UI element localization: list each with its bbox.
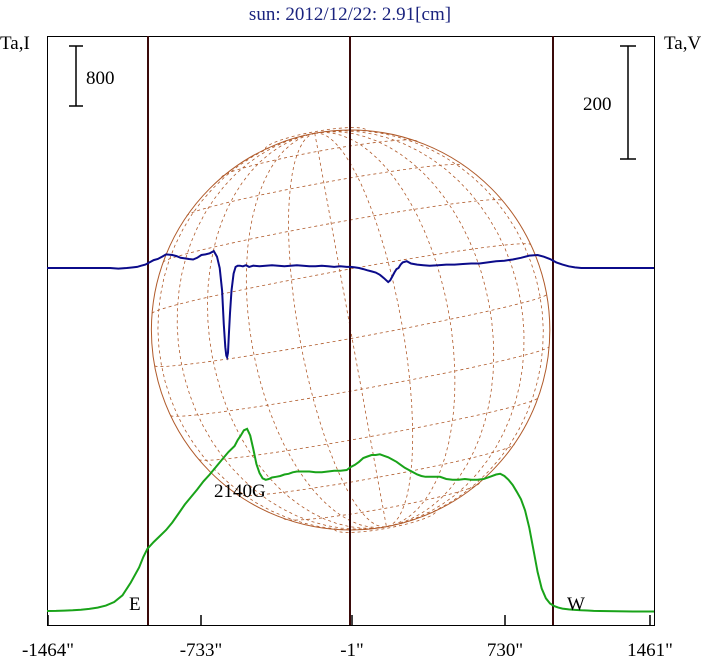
latitude-line: [283, 482, 480, 521]
latitude-line: [186, 163, 465, 217]
latitude-line: [264, 127, 368, 150]
right-scale-bar: [620, 45, 636, 160]
east-limb-label: E: [129, 594, 141, 615]
longitude-line: [207, 132, 387, 529]
active-region-annotation: 2140G: [214, 481, 266, 502]
right-scale-label: 200: [583, 94, 612, 115]
left-scale-bar: [69, 45, 83, 107]
longitude-line: [314, 132, 414, 528]
latitude-line: [237, 443, 515, 497]
left-axis-label: Ta,I: [0, 33, 30, 54]
longitude-line: [245, 132, 387, 529]
latitude-line: [221, 139, 418, 178]
series-line-ta-v: [47, 249, 654, 361]
x-tick-label: -1464": [22, 640, 74, 660]
west-limb-label: W: [567, 594, 585, 615]
longitude-line: [314, 131, 456, 528]
longitude-line: [314, 130, 525, 528]
longitude-line: [288, 132, 387, 528]
longitude-line: [176, 132, 387, 530]
limb-marker-lines: [147, 36, 554, 625]
latitude-line: [154, 294, 547, 368]
x-tick-label: -1": [340, 640, 364, 660]
longitude-line: [157, 132, 387, 531]
left-scale-label: 800: [86, 68, 115, 89]
longitude-line: [314, 129, 544, 528]
x-tick-label: 1461": [627, 640, 673, 660]
chart-title: sun: 2012/12/22: 2.91[cm]: [249, 4, 451, 25]
series-line-ta-i: [46, 427, 654, 613]
right-axis-label: Ta,V: [664, 33, 701, 54]
x-axis-ticks: -1464" -733" -1" 730" 1461": [22, 615, 673, 660]
x-tick-label: 730": [487, 640, 523, 660]
longitude-line: [314, 131, 495, 528]
x-tick-label: -733": [180, 640, 223, 660]
latitude-line: [334, 510, 437, 533]
